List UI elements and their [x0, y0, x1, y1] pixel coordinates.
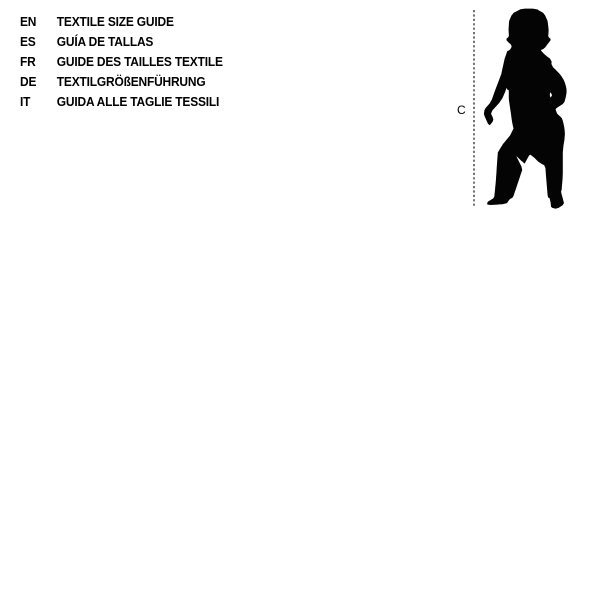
svg-text:C: C: [457, 103, 466, 117]
